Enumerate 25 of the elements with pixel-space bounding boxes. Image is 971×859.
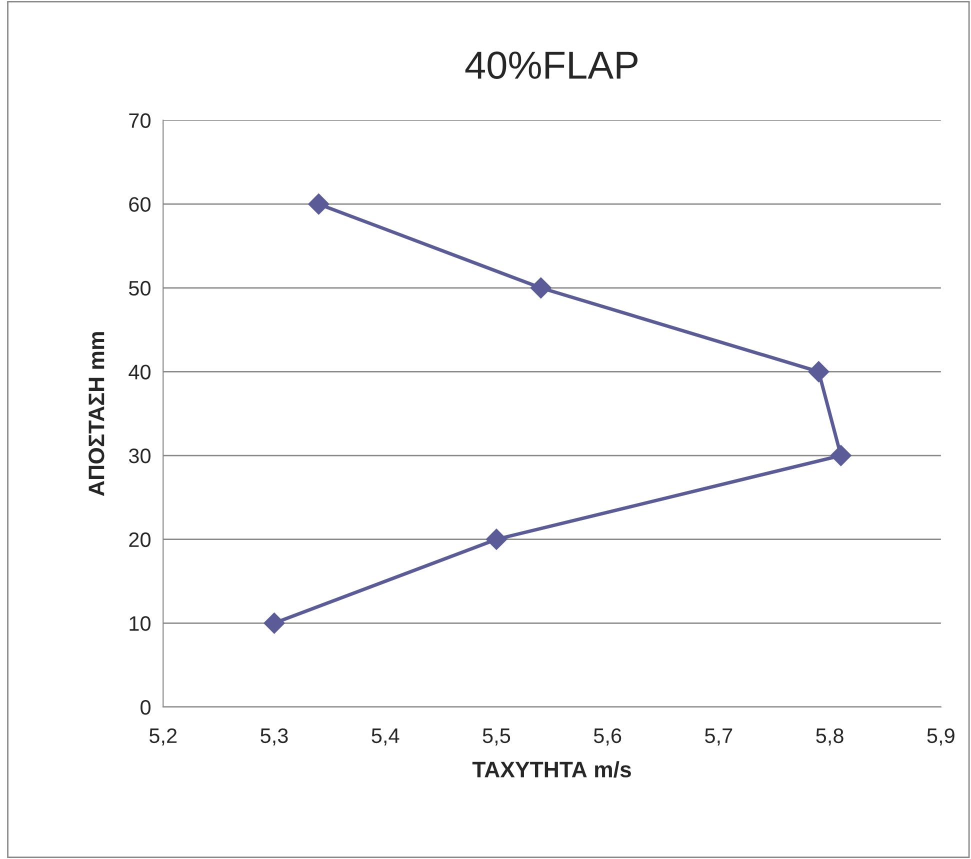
point — [264, 612, 285, 634]
point — [530, 277, 552, 298]
x-tick-label: 5,5 — [482, 728, 510, 746]
point — [830, 445, 852, 466]
y-axis-title: ΑΠΟΣΤΑΣΗ mm — [88, 332, 104, 496]
x-tick-label: 5,7 — [705, 728, 732, 746]
y-tick-label: 10 — [130, 616, 151, 631]
x-tick-label: 5,6 — [594, 728, 622, 746]
x-tick-label: 5,9 — [927, 728, 954, 746]
x-axis-title: ΤΑΧΥΤΗΤΑ m/s — [472, 761, 631, 778]
point — [308, 194, 330, 215]
y-tick-label: 50 — [128, 280, 151, 296]
y-tick-label: 20 — [129, 532, 151, 548]
x-tick-label: 5,4 — [372, 728, 400, 746]
x-tick-label: 5,2 — [149, 728, 177, 746]
point — [486, 528, 507, 550]
y-tick-label: 30 — [128, 448, 151, 464]
y-tick-label: 60 — [129, 197, 151, 212]
x-tick-label: 5,3 — [260, 728, 288, 746]
point — [808, 361, 830, 382]
y-tick-label: 40 — [128, 364, 151, 380]
x-tick-label: 5,8 — [816, 728, 844, 746]
chart-title: 40%FLAP — [465, 51, 638, 79]
y-tick-label: 0 — [140, 700, 151, 715]
y-tick-label: 70 — [129, 113, 151, 128]
